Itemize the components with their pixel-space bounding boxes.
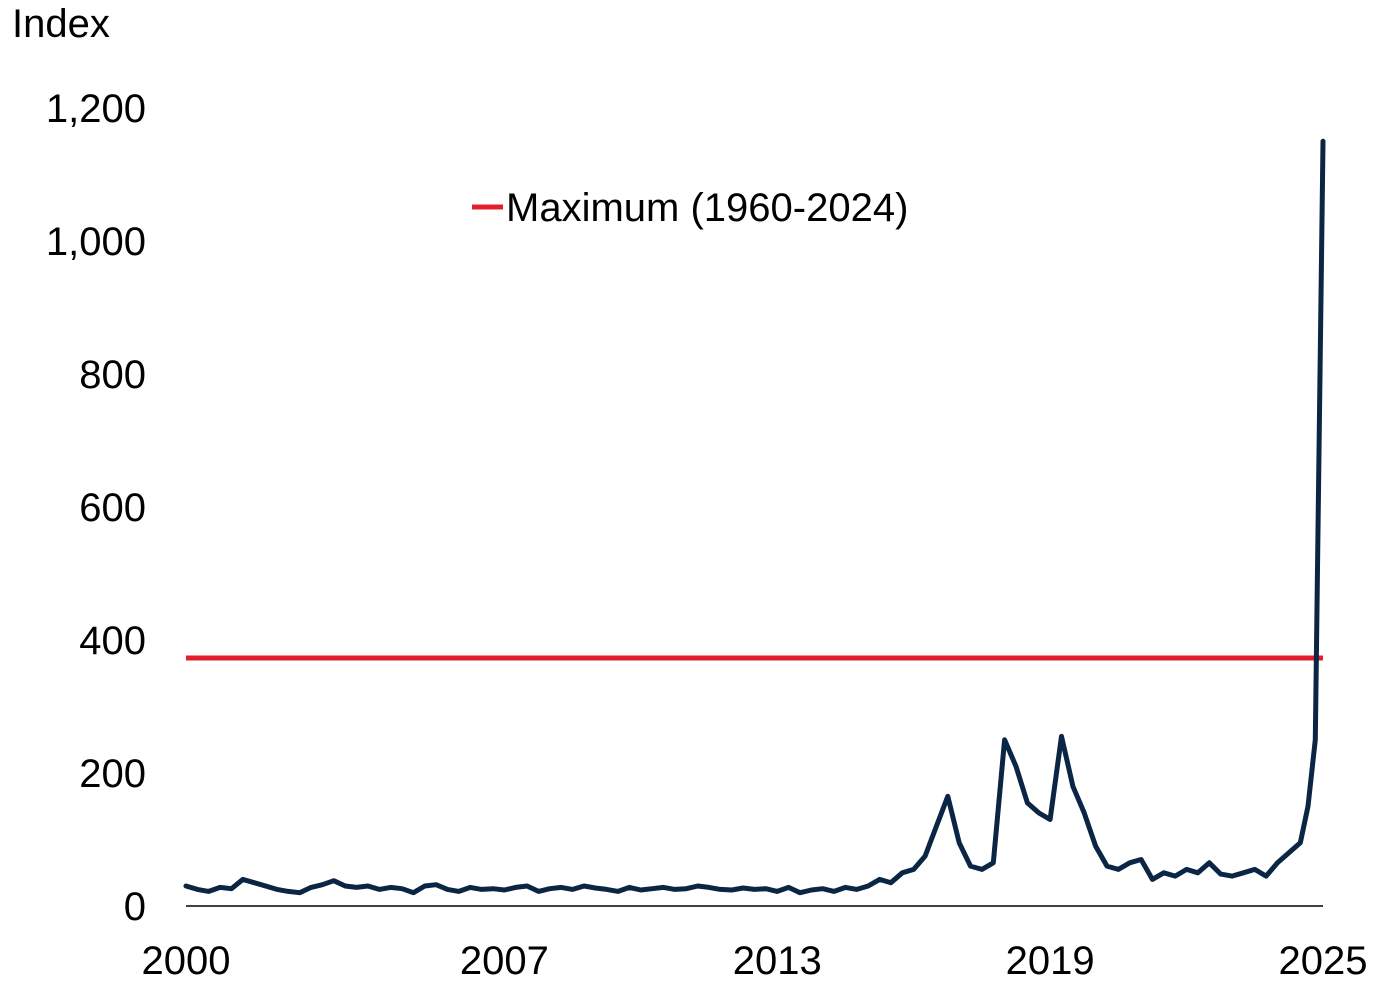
y-axis-ticks: 0 200 400 600 800 1,000 1,200 bbox=[46, 87, 146, 929]
x-tick-label: 2013 bbox=[733, 939, 822, 982]
y-tick-label: 0 bbox=[124, 885, 146, 929]
index-series-line bbox=[183, 138, 1326, 896]
legend-label-maximum: Maximum (1960-2024) bbox=[506, 186, 908, 230]
legend: Maximum (1960-2024) bbox=[472, 186, 908, 230]
y-tick-label: 800 bbox=[79, 353, 146, 397]
x-tick-label: 2019 bbox=[1006, 939, 1095, 982]
x-tick-label: 2025 bbox=[1279, 939, 1368, 982]
y-tick-label: 600 bbox=[79, 486, 146, 530]
y-tick-label: 1,000 bbox=[46, 220, 146, 264]
y-tick-label: 400 bbox=[79, 619, 146, 663]
y-axis-title: Index bbox=[12, 2, 110, 46]
y-tick-label: 1,200 bbox=[46, 87, 146, 131]
x-axis-ticks: 2000 2007 2013 2019 2025 bbox=[142, 939, 1368, 982]
y-tick-label: 200 bbox=[79, 752, 146, 796]
x-tick-label: 2000 bbox=[142, 939, 231, 982]
x-tick-label: 2007 bbox=[460, 939, 549, 982]
